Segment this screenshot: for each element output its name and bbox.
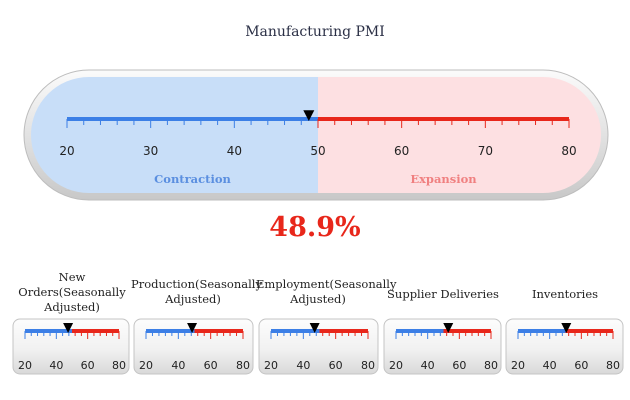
tick-label: 60 <box>574 359 588 372</box>
gauge-title-inventories: Inventories <box>531 287 599 301</box>
main-chart-title: Manufacturing PMI <box>245 24 385 40</box>
tick-label: 70 <box>478 144 493 158</box>
tick-label: 60 <box>204 359 218 372</box>
tick-label: 60 <box>81 359 95 372</box>
tick-label: 40 <box>543 359 557 372</box>
gauge-title-production: Production(Seasonally Adjusted) <box>131 277 262 306</box>
tick-label: 80 <box>484 359 498 372</box>
tick-label: 40 <box>171 359 185 372</box>
tick-label: 20 <box>264 359 278 372</box>
gauge-title-employment: Employment(Seasonally Adjusted) <box>256 277 397 306</box>
tick-label: 20 <box>389 359 403 372</box>
tick-label: 80 <box>112 359 126 372</box>
scale-segment-expansion <box>72 329 119 333</box>
value-pointer <box>561 323 572 333</box>
tick-label: 50 <box>310 144 325 158</box>
tick-label: 40 <box>49 359 63 372</box>
main-value-label: 48.9% <box>269 212 361 243</box>
scale-segment-contraction <box>271 329 320 333</box>
value-pointer <box>443 323 454 333</box>
tick-label: 80 <box>236 359 250 372</box>
scale-segment-expansion <box>318 117 569 121</box>
zone-contraction <box>31 77 318 193</box>
scale-segment-expansion <box>194 329 243 333</box>
value-pointer <box>309 323 320 333</box>
tick-label: 80 <box>606 359 620 372</box>
tick-label: 20 <box>59 144 74 158</box>
scale-segment-contraction <box>146 329 195 333</box>
tick-label: 60 <box>329 359 343 372</box>
tick-label: 80 <box>561 144 576 158</box>
tick-label: 20 <box>18 359 32 372</box>
scale-segment-contraction <box>396 329 444 333</box>
tick-label: 30 <box>143 144 158 158</box>
zone-expansion <box>318 77 601 193</box>
tick-label: 40 <box>227 144 242 158</box>
scale-segment-contraction <box>67 117 318 121</box>
scale-segment-expansion <box>319 329 368 333</box>
tick-label: 40 <box>296 359 310 372</box>
value-pointer <box>187 323 198 333</box>
scale-segment-expansion <box>443 329 491 333</box>
gauge-title-supplier-deliveries: Supplier Deliveries <box>387 287 499 301</box>
gauge-title-new-orders: New Orders(Seasonally Adjusted) <box>18 270 126 314</box>
zone-label-expansion: Expansion <box>410 172 477 186</box>
scale-segment-contraction <box>518 329 566 333</box>
main-gauge-zones <box>31 77 601 193</box>
scale-segment-expansion <box>565 329 613 333</box>
value-pointer <box>303 110 315 121</box>
scale-segment-contraction <box>25 329 72 333</box>
zone-label-contraction: Contraction <box>154 172 231 186</box>
tick-label: 60 <box>452 359 466 372</box>
tick-label: 20 <box>139 359 153 372</box>
tick-label: 40 <box>421 359 435 372</box>
tick-label: 60 <box>394 144 409 158</box>
tick-label: 80 <box>361 359 375 372</box>
tick-label: 20 <box>511 359 525 372</box>
value-pointer <box>63 323 74 333</box>
